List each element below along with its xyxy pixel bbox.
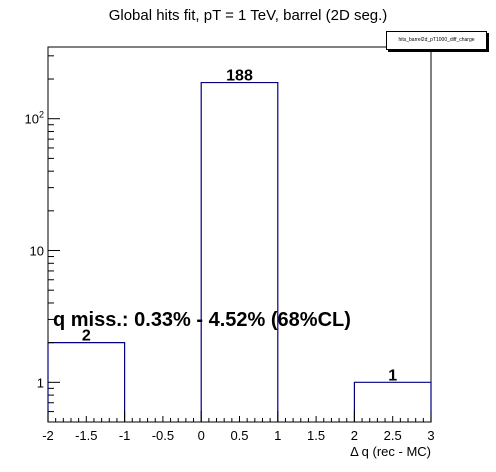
histogram-bar-4 <box>353 381 432 422</box>
x-tick-label-7: 1.5 <box>307 428 325 443</box>
plot-frame-rect <box>47 46 432 423</box>
chart-title: Global hits fit, pT = 1 TeV, barrel (2D … <box>108 7 388 24</box>
x-tick-label-5: 0.5 <box>230 428 248 443</box>
x-tick-label-9: 2.5 <box>384 428 402 443</box>
bin-value-labels: 2 188 1 <box>82 68 397 385</box>
y-tick-label-2: 102 <box>25 110 44 127</box>
x-tick-label-1: -1.5 <box>75 428 97 443</box>
y-tick-label-1: 10 <box>30 244 44 259</box>
bin-label-2: 188 <box>226 68 253 85</box>
bin-label-0: 2 <box>82 328 91 345</box>
x-tick-label-6: 1 <box>274 428 281 443</box>
x-tick-label-0: -2 <box>42 428 54 443</box>
bin-label-4: 1 <box>388 367 397 384</box>
y-tick-label-0: 1 <box>37 375 44 390</box>
charge-misid-annotation: q miss.: 0.33% - 4.52% (68%CL) <box>53 309 351 331</box>
x-axis-ticks: -2 -1.5 -1 -0.5 0 0.5 1 1.5 2 2.5 3 <box>42 411 435 443</box>
plot-frame <box>47 46 432 423</box>
x-tick-label-8: 2 <box>351 428 358 443</box>
y-axis-ticks: 1 10 102 <box>25 55 60 423</box>
histogram-bars <box>47 81 432 422</box>
x-tick-label-10: 3 <box>427 428 434 443</box>
x-tick-label-2: -1 <box>119 428 131 443</box>
histogram-bar-2 <box>200 81 279 422</box>
legend-entry: hits_barrel2d_pT1000_diff_charge <box>386 31 487 50</box>
x-axis-label: Δ q (rec - MC) <box>350 444 431 459</box>
x-tick-label-3: -0.5 <box>152 428 174 443</box>
x-tick-label-4: 0 <box>198 428 205 443</box>
